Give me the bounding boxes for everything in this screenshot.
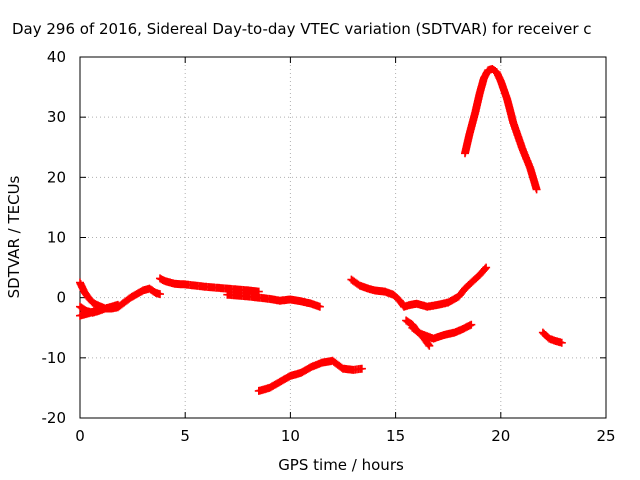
series-segment: [76, 278, 164, 313]
data-points: [76, 304, 105, 320]
x-axis-label: GPS time / hours: [278, 456, 404, 474]
data-points: [347, 263, 491, 311]
x-tick-label: 10: [281, 427, 300, 445]
series-segment: [461, 65, 541, 194]
grid-lines: [80, 57, 606, 418]
x-tick-label: 20: [491, 427, 510, 445]
chart-title: Day 296 of 2016, Sidereal Day-to-day VTE…: [12, 20, 592, 38]
x-tick-label: 15: [386, 427, 405, 445]
y-axis-label: SDTVAR / TECUs: [5, 175, 23, 298]
series-segment: [223, 290, 324, 311]
y-tick-label: 0: [56, 289, 66, 307]
y-tick-label: 40: [47, 48, 66, 66]
data-series: [76, 65, 566, 395]
axis-ticks: 0 5 10 15 20 25 -20 -10 0 10 20 30 40: [42, 48, 616, 445]
data-points: [156, 274, 263, 296]
data-points: [538, 328, 566, 347]
data-points: [223, 290, 324, 311]
data-points: [408, 320, 476, 343]
y-tick-label: -20: [42, 409, 67, 427]
series-segment: [408, 320, 476, 343]
x-tick-label: 0: [75, 427, 85, 445]
series-segment: [538, 328, 566, 347]
y-tick-label: 20: [47, 168, 66, 186]
y-tick-label: -10: [42, 349, 67, 367]
data-points: [76, 278, 164, 313]
series-segment: [347, 263, 491, 311]
data-points: [254, 356, 366, 395]
y-tick-label: 10: [47, 229, 66, 247]
y-tick-label: 30: [47, 108, 66, 126]
series-segment: [156, 274, 263, 296]
x-tick-label: 5: [180, 427, 190, 445]
x-tick-label: 25: [596, 427, 615, 445]
series-segment: [254, 356, 366, 395]
data-points: [461, 65, 541, 194]
series-segment: [76, 304, 105, 320]
plot-frame: [79, 56, 607, 419]
